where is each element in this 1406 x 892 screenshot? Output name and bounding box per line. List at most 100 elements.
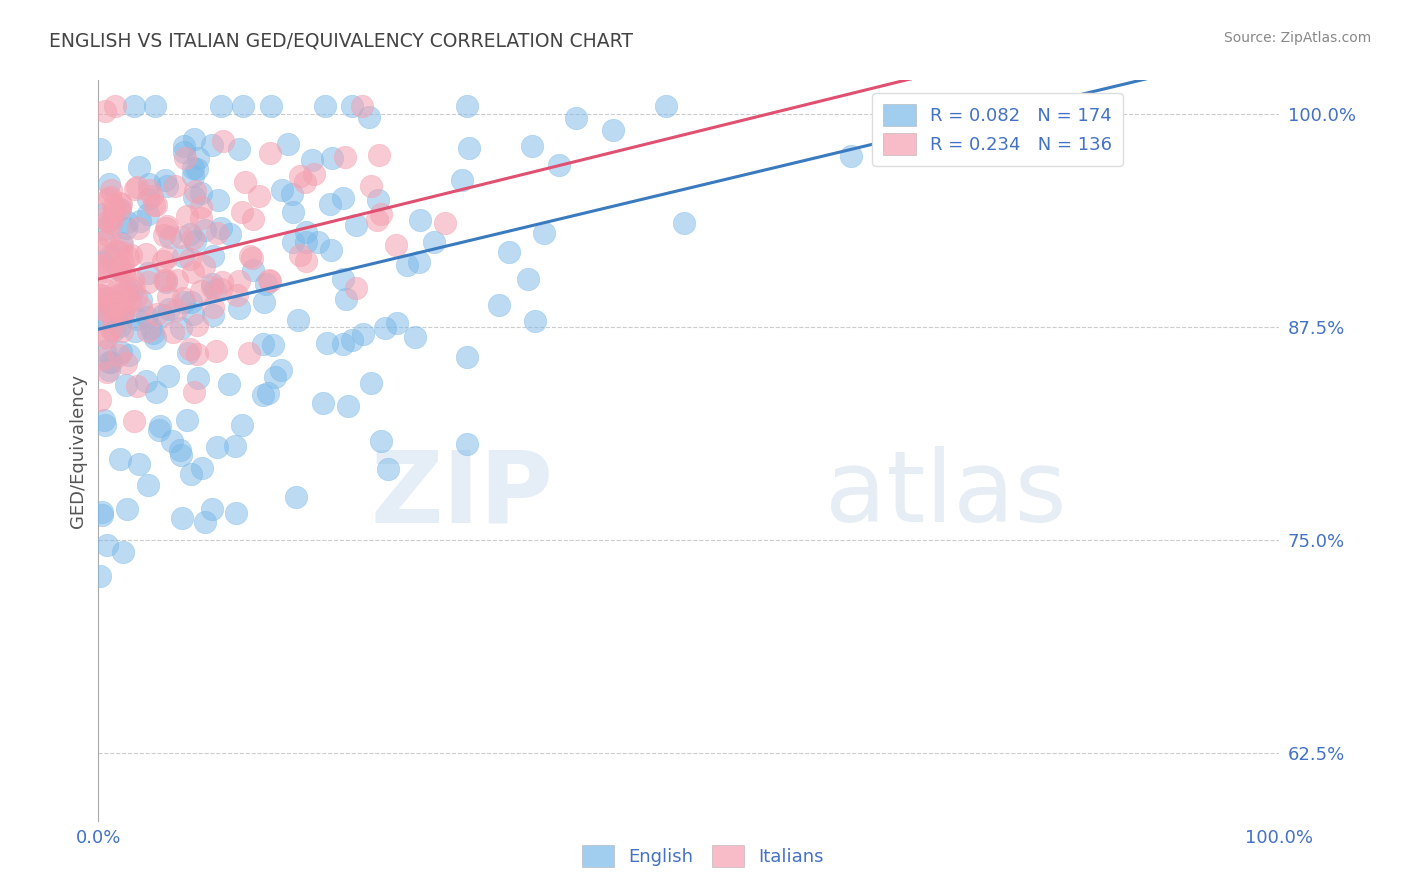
Point bbox=[232, 99, 254, 113]
Point bbox=[89, 569, 111, 583]
Point bbox=[103, 198, 125, 212]
Point bbox=[110, 319, 132, 334]
Point bbox=[205, 440, 228, 454]
Point bbox=[224, 438, 246, 452]
Point bbox=[89, 292, 111, 306]
Point bbox=[396, 258, 419, 272]
Point bbox=[138, 177, 160, 191]
Point bbox=[228, 274, 250, 288]
Point bbox=[112, 544, 135, 558]
Point bbox=[238, 346, 260, 360]
Point bbox=[179, 342, 201, 356]
Point bbox=[141, 189, 163, 203]
Point bbox=[108, 305, 131, 319]
Point bbox=[125, 290, 148, 304]
Point bbox=[205, 226, 228, 240]
Point bbox=[100, 183, 122, 197]
Point bbox=[90, 258, 112, 272]
Point bbox=[270, 362, 292, 376]
Point bbox=[434, 216, 457, 230]
Point bbox=[122, 99, 145, 113]
Point bbox=[153, 227, 176, 242]
Point bbox=[340, 99, 363, 113]
Point bbox=[352, 99, 374, 113]
Point bbox=[270, 183, 292, 197]
Point bbox=[110, 235, 132, 250]
Point bbox=[136, 207, 159, 221]
Point bbox=[152, 253, 174, 268]
Legend: English, Italians: English, Italians bbox=[575, 838, 831, 874]
Point bbox=[145, 197, 167, 211]
Point bbox=[100, 216, 122, 230]
Point bbox=[91, 255, 114, 269]
Point bbox=[239, 249, 262, 263]
Point bbox=[100, 322, 122, 336]
Point bbox=[128, 160, 150, 174]
Point bbox=[142, 326, 165, 340]
Point bbox=[129, 293, 152, 308]
Point bbox=[98, 229, 121, 244]
Point bbox=[108, 202, 131, 217]
Point bbox=[114, 355, 136, 369]
Point bbox=[157, 369, 180, 384]
Point bbox=[654, 99, 676, 113]
Point bbox=[94, 284, 117, 298]
Point bbox=[127, 220, 149, 235]
Point bbox=[332, 191, 354, 205]
Point bbox=[143, 99, 166, 113]
Point bbox=[108, 263, 131, 277]
Point bbox=[91, 311, 114, 326]
Point bbox=[93, 264, 115, 278]
Point bbox=[209, 282, 232, 296]
Point bbox=[139, 321, 162, 335]
Point bbox=[186, 162, 208, 177]
Point bbox=[498, 245, 520, 260]
Point bbox=[283, 205, 305, 219]
Point bbox=[333, 150, 356, 164]
Point bbox=[204, 284, 226, 298]
Point bbox=[143, 331, 166, 345]
Point bbox=[253, 295, 276, 310]
Point bbox=[128, 214, 150, 228]
Point bbox=[370, 206, 392, 220]
Point bbox=[170, 320, 193, 334]
Point bbox=[254, 277, 277, 291]
Point bbox=[252, 387, 274, 401]
Point bbox=[335, 292, 357, 306]
Point bbox=[173, 139, 195, 153]
Point bbox=[207, 193, 229, 207]
Point bbox=[138, 324, 160, 338]
Point bbox=[110, 197, 132, 211]
Point bbox=[127, 180, 149, 194]
Point bbox=[456, 350, 478, 364]
Point bbox=[125, 379, 148, 393]
Point bbox=[98, 178, 121, 192]
Point bbox=[193, 259, 215, 273]
Point bbox=[456, 99, 478, 113]
Point bbox=[136, 266, 159, 280]
Point bbox=[89, 142, 111, 156]
Point bbox=[360, 376, 382, 391]
Point bbox=[344, 218, 367, 232]
Point bbox=[105, 283, 128, 297]
Point bbox=[318, 197, 340, 211]
Point bbox=[385, 316, 408, 330]
Point bbox=[370, 434, 392, 448]
Point bbox=[332, 337, 354, 351]
Point bbox=[191, 461, 214, 475]
Point bbox=[156, 219, 179, 234]
Point bbox=[368, 148, 391, 162]
Point bbox=[218, 376, 240, 391]
Point bbox=[94, 234, 117, 248]
Point bbox=[131, 300, 153, 314]
Point bbox=[108, 260, 131, 274]
Point bbox=[181, 307, 204, 321]
Point bbox=[146, 307, 169, 321]
Point bbox=[242, 263, 264, 277]
Point bbox=[170, 448, 193, 462]
Point bbox=[488, 298, 510, 312]
Point bbox=[262, 337, 284, 351]
Point bbox=[211, 134, 233, 148]
Point bbox=[111, 304, 134, 318]
Point bbox=[104, 244, 127, 258]
